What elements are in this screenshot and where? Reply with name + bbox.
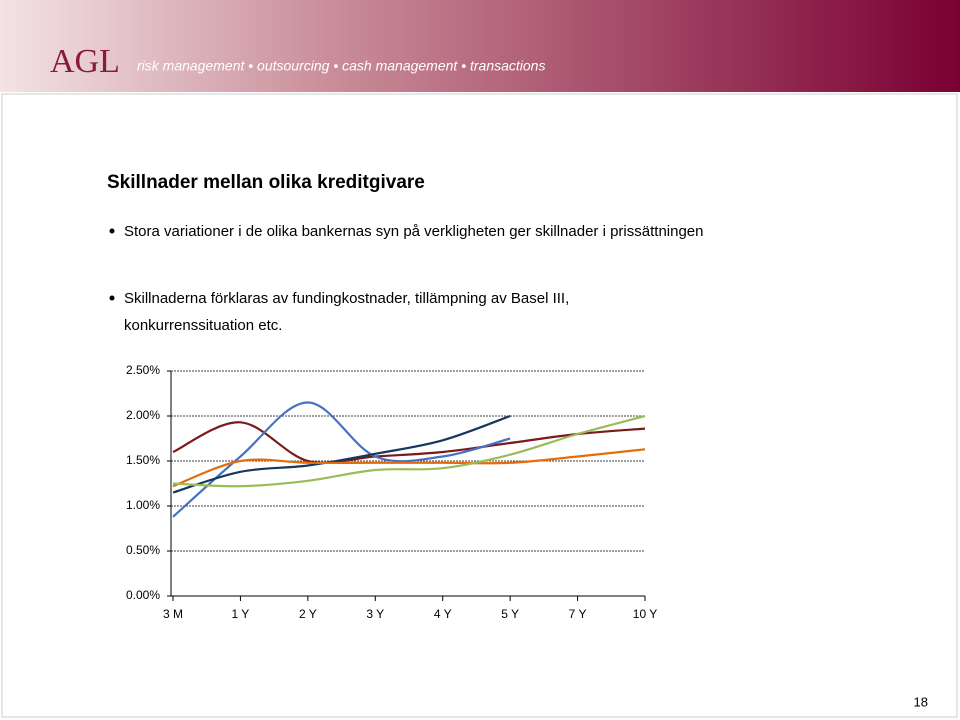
slide-title: Skillnader mellan olika kreditgivare [107, 172, 425, 193]
bullet-box: Stora variationer i de olika bankernas s… [124, 223, 704, 240]
y-tick-label: 0.50% [126, 543, 160, 557]
series-line [172, 414, 646, 488]
x-tick-label: 4 Y [434, 607, 452, 621]
y-tick-label: 1.50% [126, 453, 160, 467]
x-tick-label: 2 Y [299, 607, 317, 621]
y-tick-label: 2.00% [126, 408, 160, 422]
x-tick-label: 3 M [163, 607, 183, 621]
series-line [172, 421, 646, 465]
bullet-text: Skillnaderna förklaras av fundingkostnad… [124, 290, 570, 334]
x-tick-label: 10 Y [633, 607, 657, 621]
bullet-dot [109, 295, 115, 301]
series-line [172, 448, 646, 488]
y-tick-label: 2.50% [126, 363, 160, 377]
series-line [172, 414, 511, 494]
frame [1, 93, 958, 718]
tagline: risk management • outsourcing • cash man… [137, 58, 545, 74]
logo: AGL [50, 43, 120, 80]
bullet-dot [109, 228, 115, 234]
x-tick-label: 3 Y [366, 607, 384, 621]
page-number: 18 [914, 694, 928, 709]
bullet-box: Skillnaderna förklaras av fundingkostnad… [124, 290, 570, 334]
series-line [172, 401, 511, 518]
y-tick-label: 0.00% [126, 588, 160, 602]
x-tick-label: 7 Y [569, 607, 587, 621]
y-tick-label: 1.00% [126, 498, 160, 512]
x-tick-label: 5 Y [501, 607, 519, 621]
x-tick-label: 1 Y [232, 607, 250, 621]
bullet-text: Stora variationer i de olika bankernas s… [124, 223, 704, 240]
header-bar [0, 0, 960, 92]
